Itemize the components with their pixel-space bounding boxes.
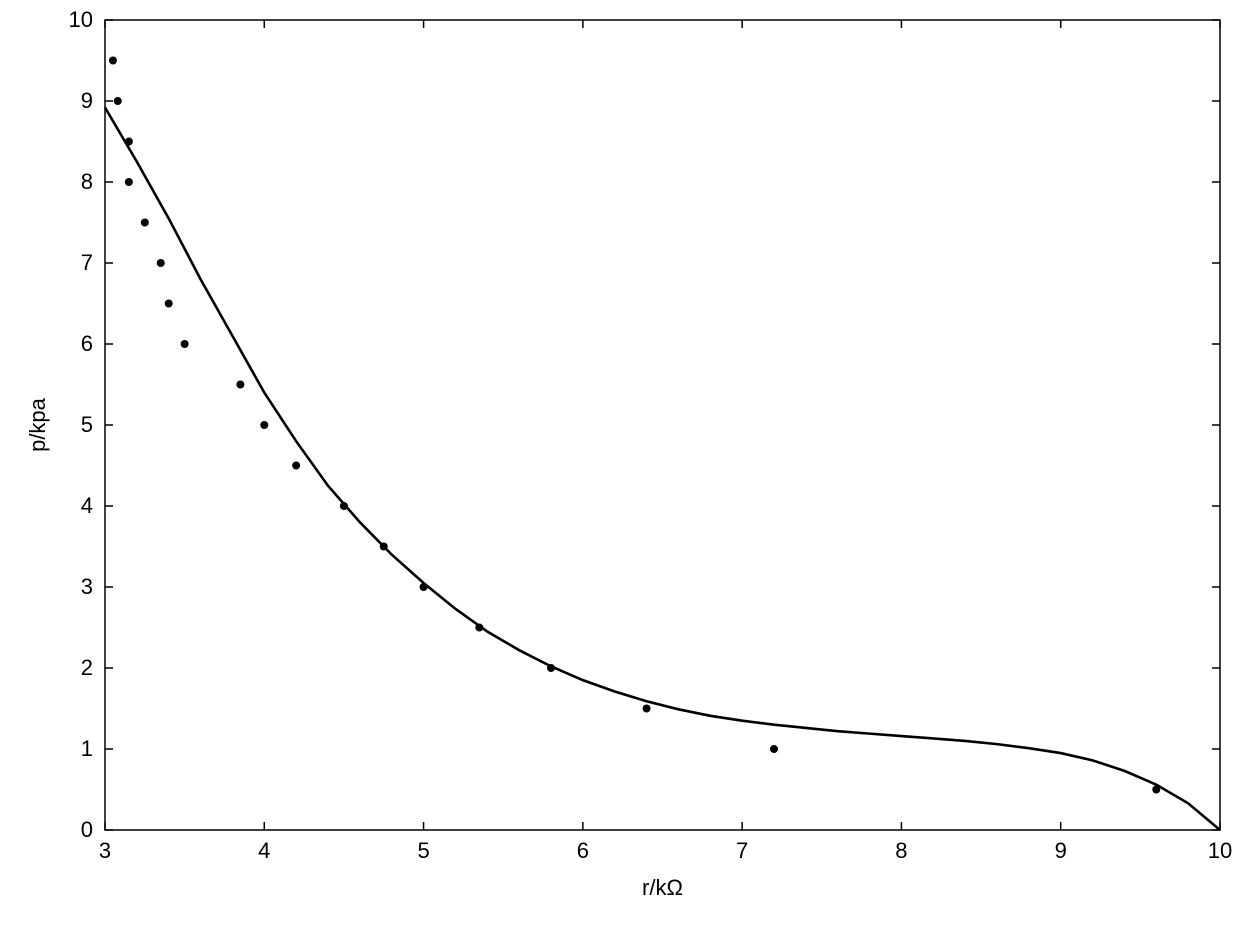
- y-axis-ticks: [105, 20, 1220, 830]
- scatter-point: [165, 300, 173, 308]
- x-tick-label: 6: [577, 838, 589, 863]
- y-axis-label: p/kpa: [25, 397, 50, 452]
- y-tick-label: 8: [81, 169, 93, 194]
- y-tick-label: 7: [81, 250, 93, 275]
- scatter-point: [125, 178, 133, 186]
- scatter-point: [181, 340, 189, 348]
- x-axis-tick-labels: 3 4 5 6 7 8 9 10: [99, 838, 1232, 863]
- x-tick-label: 8: [895, 838, 907, 863]
- fitted-curve: [105, 107, 1220, 830]
- y-tick-label: 1: [81, 736, 93, 761]
- y-tick-label: 9: [81, 88, 93, 113]
- y-tick-label: 3: [81, 574, 93, 599]
- scatter-point: [420, 583, 428, 591]
- scatter-point: [475, 624, 483, 632]
- scatter-point: [292, 462, 300, 470]
- y-tick-label: 10: [69, 7, 93, 32]
- scatter-point: [547, 664, 555, 672]
- scatter-point: [260, 421, 268, 429]
- scatter-point: [380, 543, 388, 551]
- scatter-point: [114, 97, 122, 105]
- x-axis-label: r/kΩ: [642, 875, 683, 900]
- scatter-point: [141, 219, 149, 227]
- x-tick-label: 5: [417, 838, 429, 863]
- scatter-point: [770, 745, 778, 753]
- y-tick-label: 4: [81, 493, 93, 518]
- y-tick-label: 6: [81, 331, 93, 356]
- y-axis-tick-labels: 0 1 2 3 4 5 6 7 8 9 10: [69, 7, 93, 842]
- x-tick-label: 10: [1208, 838, 1232, 863]
- scatter-point: [1152, 786, 1160, 794]
- x-tick-label: 7: [736, 838, 748, 863]
- scatter-point: [236, 381, 244, 389]
- scatter-point: [643, 705, 651, 713]
- plot-area-box: [105, 20, 1220, 830]
- scatter-point: [125, 138, 133, 146]
- pressure-resistance-chart: 3 4 5 6 7 8 9 10 0 1 2 3 4 5 6 7 8 9 10 r/kΩ p/kpa: [0, 0, 1240, 929]
- x-tick-label: 3: [99, 838, 111, 863]
- scatter-points: [109, 57, 1160, 794]
- x-tick-label: 4: [258, 838, 270, 863]
- y-tick-label: 2: [81, 655, 93, 680]
- scatter-point: [340, 502, 348, 510]
- y-tick-label: 5: [81, 412, 93, 437]
- scatter-point: [109, 57, 117, 65]
- y-tick-label: 0: [81, 817, 93, 842]
- x-tick-label: 9: [1055, 838, 1067, 863]
- x-axis-ticks: [105, 20, 1220, 830]
- scatter-point: [157, 259, 165, 267]
